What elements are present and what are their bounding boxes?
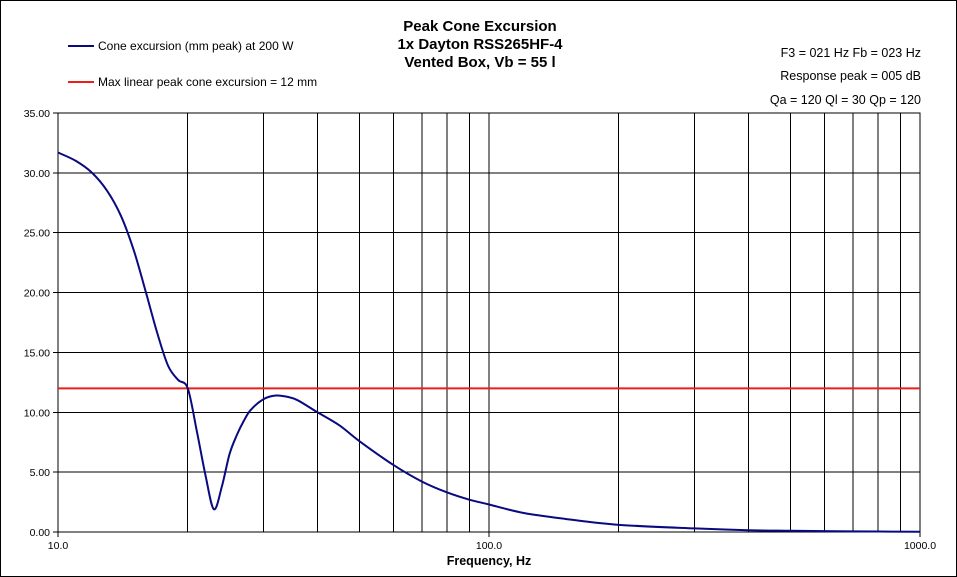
x-tick-label-2: 1000.0: [904, 540, 936, 552]
x-tick-label-1: 100.0: [476, 540, 502, 552]
legend-label-max-excursion: Max linear peak cone excursion = 12 mm: [98, 75, 318, 89]
chart-title-line-2: 1x Dayton RSS265HF-4: [397, 36, 563, 53]
param-response-peak: Response peak = 005 dB: [780, 69, 921, 83]
x-tick-label-0: 10.0: [48, 540, 69, 552]
y-tick-label-6: 30.00: [24, 168, 50, 180]
legend-swatch-cone-excursion: [68, 45, 94, 47]
legend-swatch-max-excursion: [68, 81, 94, 83]
chart-title-line-3: Vented Box, Vb = 55 l: [404, 54, 556, 71]
param-q-values: Qa = 120 Ql = 30 Qp = 120: [769, 93, 921, 107]
x-axis-label: Frequency, Hz: [447, 554, 532, 568]
chart-title-line-1: Peak Cone Excursion: [403, 18, 557, 35]
y-tick-label-5: 25.00: [24, 228, 50, 240]
y-tick-label-3: 15.00: [24, 347, 50, 359]
y-tick-label-7: 35.00: [24, 108, 50, 120]
legend-label-cone-excursion: Cone excursion (mm peak) at 200 W: [98, 39, 294, 53]
y-tick-label-1: 5.00: [30, 467, 51, 479]
plot-border: [57, 112, 921, 533]
y-tick-label-4: 20.00: [24, 288, 50, 300]
param-f3-fb: F3 = 021 Hz Fb = 023 Hz: [780, 46, 921, 60]
y-tick-label-2: 10.00: [24, 407, 50, 419]
series-line-cone-excursion: [57, 151, 921, 533]
y-tick-label-0: 0.00: [30, 527, 51, 539]
